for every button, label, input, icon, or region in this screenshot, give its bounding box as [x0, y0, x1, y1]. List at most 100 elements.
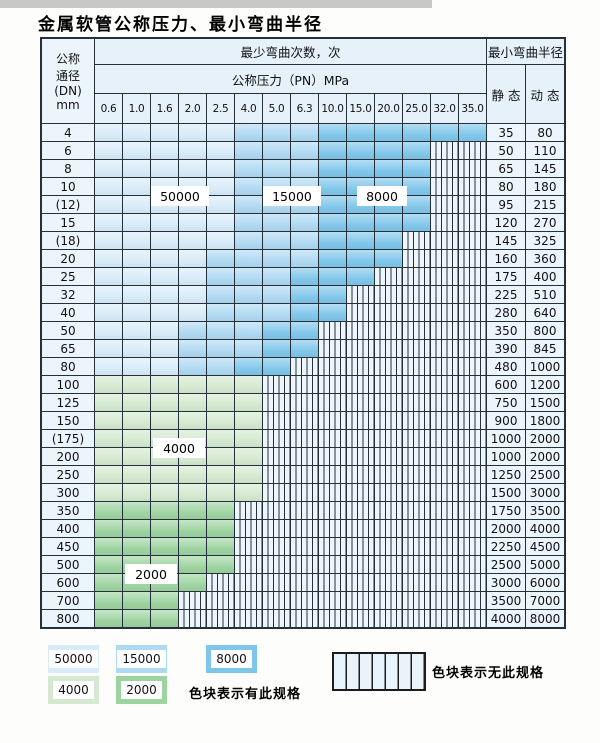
spec-cell — [123, 304, 150, 321]
spec-cell — [235, 268, 262, 285]
spec-cell — [375, 484, 402, 501]
spec-cell — [123, 214, 150, 231]
spec-cell — [291, 322, 318, 339]
spec-cell — [263, 358, 290, 375]
spec-cell — [235, 538, 262, 555]
dn-cell: 800 — [42, 610, 94, 627]
legend-swatch-8000: 8000 — [206, 645, 257, 673]
spec-cell — [431, 484, 458, 501]
spec-cell — [319, 286, 346, 303]
dynamic-value-cell: 180 — [526, 178, 564, 195]
dynamic-value-cell: 3500 — [526, 502, 564, 519]
spec-cell — [263, 430, 290, 447]
dynamic-value-cell: 80 — [526, 124, 564, 141]
spec-cell — [123, 268, 150, 285]
spec-cell — [459, 196, 486, 213]
spec-cell — [179, 484, 206, 501]
spec-cell — [95, 592, 122, 609]
spec-cell — [235, 502, 262, 519]
spec-cell — [459, 466, 486, 483]
spec-cell — [347, 304, 374, 321]
dynamic-value-cell: 360 — [526, 250, 564, 267]
spec-cell — [123, 376, 150, 393]
zone-label-50000: 50000 — [151, 186, 209, 206]
radius-header: 最小弯曲半径 — [487, 39, 564, 64]
static-value-cell: 1250 — [487, 466, 525, 483]
spec-cell — [459, 412, 486, 429]
spec-cell — [235, 592, 262, 609]
spec-cell — [207, 430, 234, 447]
spec-cell — [179, 340, 206, 357]
spec-cell — [319, 538, 346, 555]
spec-cell — [179, 520, 206, 537]
spec-cell — [123, 520, 150, 537]
spec-cell — [95, 214, 122, 231]
spec-cell — [431, 160, 458, 177]
dynamic-value-cell: 1200 — [526, 376, 564, 393]
spec-cell — [291, 160, 318, 177]
spec-cell — [95, 250, 122, 267]
page-title: 金属软管公称压力、最小弯曲半径 — [38, 15, 323, 35]
dn-cell: 25 — [42, 268, 94, 285]
spec-cell — [291, 394, 318, 411]
static-value-cell: 600 — [487, 376, 525, 393]
spec-cell — [459, 484, 486, 501]
spec-cell — [207, 232, 234, 249]
dynamic-value-cell: 1000 — [526, 358, 564, 375]
legend-swatch-15000-label: 15000 — [117, 650, 166, 668]
spec-cell — [431, 178, 458, 195]
spec-cell — [319, 412, 346, 429]
spec-cell — [179, 214, 206, 231]
spec-cell — [431, 538, 458, 555]
spec-cell — [151, 466, 178, 483]
spec-cell — [151, 286, 178, 303]
spec-cell — [431, 142, 458, 159]
spec-cell — [207, 538, 234, 555]
spec-cell — [235, 412, 262, 429]
spec-cell — [151, 502, 178, 519]
spec-cell — [347, 376, 374, 393]
spec-cell — [319, 142, 346, 159]
spec-cell — [95, 178, 122, 195]
dynamic-value-cell: 1800 — [526, 412, 564, 429]
spec-cell — [375, 430, 402, 447]
pressure-header: 公称压力（PN）MPa — [95, 65, 486, 93]
spec-cell — [123, 142, 150, 159]
spec-cell — [123, 412, 150, 429]
spec-cell — [151, 340, 178, 357]
spec-cell — [179, 502, 206, 519]
spec-cell — [123, 286, 150, 303]
spec-cell — [431, 286, 458, 303]
legend-swatch-2000: 2000 — [116, 676, 167, 704]
spec-cell — [375, 376, 402, 393]
spec-cell — [207, 376, 234, 393]
spec-cell — [179, 376, 206, 393]
spec-cell — [319, 610, 346, 627]
spec-cell — [151, 520, 178, 537]
legend: 50000 15000 8000 4000 2000 色块表示有此规格 色块表示… — [0, 638, 600, 738]
spec-cell — [207, 466, 234, 483]
spec-cell — [179, 610, 206, 627]
spec-cell — [263, 268, 290, 285]
spec-cell — [347, 574, 374, 591]
spec-cell — [431, 250, 458, 267]
spec-cell — [403, 448, 430, 465]
dynamic-value-cell: 215 — [526, 196, 564, 213]
spec-cell — [431, 556, 458, 573]
spec-cell — [459, 538, 486, 555]
legend-swatch-15000: 15000 — [116, 645, 167, 673]
legend-has-spec-text: 色块表示有此规格 — [189, 687, 302, 702]
spec-cell — [207, 484, 234, 501]
spec-cell — [459, 592, 486, 609]
spec-cell — [431, 376, 458, 393]
spec-cell — [431, 232, 458, 249]
spec-cell — [291, 142, 318, 159]
spec-cell — [123, 592, 150, 609]
spec-cell — [235, 556, 262, 573]
spec-cell — [319, 268, 346, 285]
spec-cell — [123, 340, 150, 357]
spec-cell — [403, 394, 430, 411]
pressure-value-header: 2.0 — [179, 94, 206, 123]
spec-cell — [347, 358, 374, 375]
spec-cell — [95, 448, 122, 465]
